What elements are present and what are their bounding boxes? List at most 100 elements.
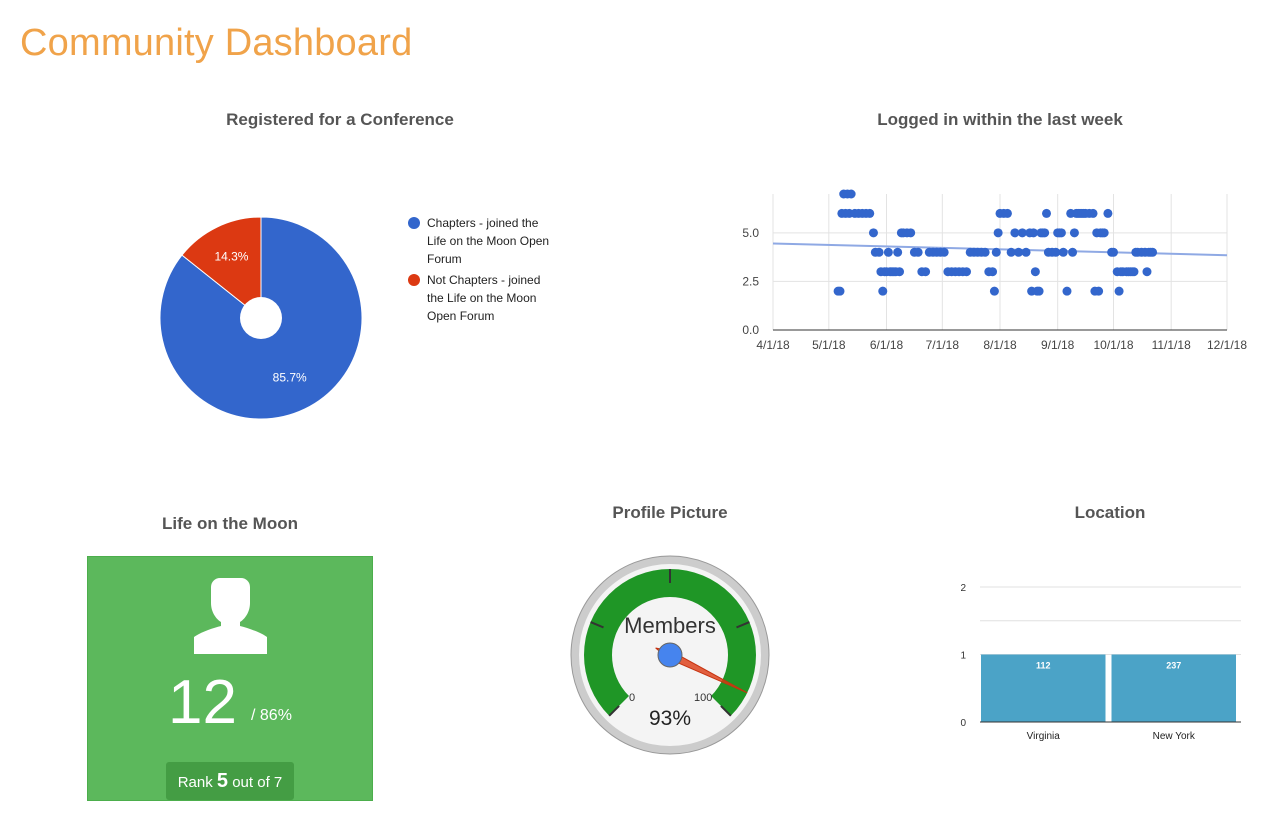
scatter-x-tick: 7/1/18 <box>926 338 960 352</box>
scatter-point[interactable] <box>906 228 916 238</box>
scatter-x-tick: 6/1/18 <box>870 338 904 352</box>
bar-data-label: 112 <box>1036 661 1051 671</box>
conference-pie-chart[interactable]: 85.7% 14.3% <box>150 205 380 435</box>
scatter-point[interactable] <box>883 247 893 257</box>
page-title: Community Dashboard <box>20 22 413 64</box>
gauge-min-label: 0 <box>629 692 635 704</box>
scatter-x-tick: 11/1/18 <box>1152 338 1191 352</box>
scatter-point[interactable] <box>1056 228 1066 238</box>
scatter-point[interactable] <box>1088 208 1098 218</box>
gauge-value: 93% <box>649 707 691 730</box>
scatter-point[interactable] <box>878 286 888 296</box>
scatter-x-tick: 10/1/18 <box>1093 338 1133 352</box>
scatter-x-tick: 4/1/18 <box>756 338 790 352</box>
profile-chart-title: Profile Picture <box>612 503 728 522</box>
moon-kpi-percent: / 86% <box>251 707 292 724</box>
bar-data-label: 237 <box>1166 661 1181 671</box>
scatter-point[interactable] <box>1058 247 1068 257</box>
scatter-x-tick: 8/1/18 <box>983 338 1017 352</box>
pie-slice-label-0: 85.7% <box>273 370 307 384</box>
scatter-point[interactable] <box>1099 228 1109 238</box>
moon-kpi-value: 12 <box>168 668 237 737</box>
gauge-hub <box>657 642 683 668</box>
scatter-x-tick: 5/1/18 <box>812 338 846 352</box>
scatter-point[interactable] <box>988 267 998 277</box>
conference-chart-title: Registered for a Conference <box>226 110 454 129</box>
scatter-point[interactable] <box>846 189 856 199</box>
scatter-point[interactable] <box>939 247 949 257</box>
location-chart-title: Location <box>1074 503 1146 522</box>
legend-label-chapters: Chapters - joined the Life on the Moon O… <box>427 216 550 266</box>
conference-legend: Chapters - joined the Life on the Moon O… <box>408 214 558 328</box>
pie-slice-1[interactable] <box>181 216 262 320</box>
bar-y-tick: 0 <box>960 718 966 729</box>
rank-badge: Rank 5 out of 7 <box>166 762 294 800</box>
scatter-point[interactable] <box>868 228 878 238</box>
logins-chart-title: Logged in within the last week <box>877 110 1123 129</box>
scatter-point[interactable] <box>1148 247 1158 257</box>
scatter-point[interactable] <box>1014 247 1024 257</box>
scatter-point[interactable] <box>962 267 972 277</box>
scatter-point[interactable] <box>1109 247 1118 257</box>
scatter-point[interactable] <box>874 247 884 257</box>
rank-value: 5 <box>216 770 229 792</box>
scatter-point[interactable] <box>1114 286 1124 296</box>
scatter-point[interactable] <box>1021 247 1031 257</box>
scatter-x-tick: 12/1/18 <box>1207 338 1247 352</box>
rank-suffix: out of 7 <box>232 774 283 791</box>
scatter-point[interactable] <box>1068 247 1078 257</box>
scatter-point[interactable] <box>1034 286 1044 296</box>
bar-y-tick: 2 <box>960 583 966 594</box>
pie-hole <box>240 297 282 339</box>
scatter-y-tick: 2.5 <box>742 274 759 288</box>
legend-item-chapters[interactable]: Chapters - joined the Life on the Moon O… <box>408 214 558 268</box>
scatter-y-tick: 5.0 <box>742 226 759 240</box>
scatter-point[interactable] <box>993 228 1003 238</box>
scatter-point[interactable] <box>921 267 931 277</box>
scatter-point[interactable] <box>1006 247 1016 257</box>
profile-gauge[interactable]: Members 0 100 93% <box>565 555 775 760</box>
scatter-point[interactable] <box>1017 228 1027 238</box>
scatter-point[interactable] <box>895 267 905 277</box>
logins-scatter-chart[interactable]: 0.0 2.5 5.0 4/1/18 5/1/18 6/1/18 7/1/18 8/1/18 9… <box>720 180 1270 360</box>
legend-swatch-chapters <box>408 217 420 229</box>
moon-kpi-card[interactable]: 12 / 86% Rank 5 out of 7 <box>87 556 373 801</box>
gauge-label: Members <box>624 613 716 638</box>
scatter-point[interactable] <box>1002 208 1012 218</box>
bar-category-label: Virginia <box>1027 731 1061 742</box>
scatter-point[interactable] <box>1051 247 1061 257</box>
scatter-point[interactable] <box>865 208 875 218</box>
scatter-point[interactable] <box>980 247 990 257</box>
legend-item-not-chapters[interactable]: Not Chapters - joined the Life on the Mo… <box>408 271 558 325</box>
user-icon <box>194 578 267 654</box>
scatter-point[interactable] <box>1094 286 1104 296</box>
bar-y-tick: 1 <box>960 651 966 662</box>
scatter-point[interactable] <box>991 247 1001 257</box>
scatter-point[interactable] <box>1142 267 1152 277</box>
location-bar-chart[interactable]: 0 1 2 112 Virginia 237 New York <box>950 570 1250 750</box>
rank-prefix: Rank <box>177 774 213 791</box>
pie-slice-label-1: 14.3% <box>214 250 248 264</box>
scatter-point[interactable] <box>1042 208 1052 218</box>
scatter-point[interactable] <box>913 247 923 257</box>
moon-card-title: Life on the Moon <box>162 514 298 533</box>
scatter-point[interactable] <box>1062 286 1072 296</box>
bar-0[interactable] <box>981 654 1106 723</box>
scatter-point[interactable] <box>989 286 999 296</box>
bar-1[interactable] <box>1111 654 1237 723</box>
scatter-point[interactable] <box>1129 267 1139 277</box>
scatter-point[interactable] <box>1030 267 1040 277</box>
scatter-x-tick: 9/1/18 <box>1041 338 1075 352</box>
scatter-point[interactable] <box>893 247 903 257</box>
scatter-y-tick: 0.0 <box>742 323 759 337</box>
scatter-point[interactable] <box>835 286 845 296</box>
scatter-point[interactable] <box>1040 228 1050 238</box>
gauge-max-label: 100 <box>694 692 712 704</box>
scatter-point[interactable] <box>1103 208 1113 218</box>
scatter-point[interactable] <box>1010 228 1020 238</box>
legend-label-not-chapters: Not Chapters - joined the Life on the Mo… <box>427 273 541 323</box>
bar-category-label: New York <box>1153 731 1196 742</box>
legend-swatch-not-chapters <box>408 274 420 286</box>
scatter-point[interactable] <box>1069 228 1079 238</box>
scatter-point[interactable] <box>1028 228 1038 238</box>
